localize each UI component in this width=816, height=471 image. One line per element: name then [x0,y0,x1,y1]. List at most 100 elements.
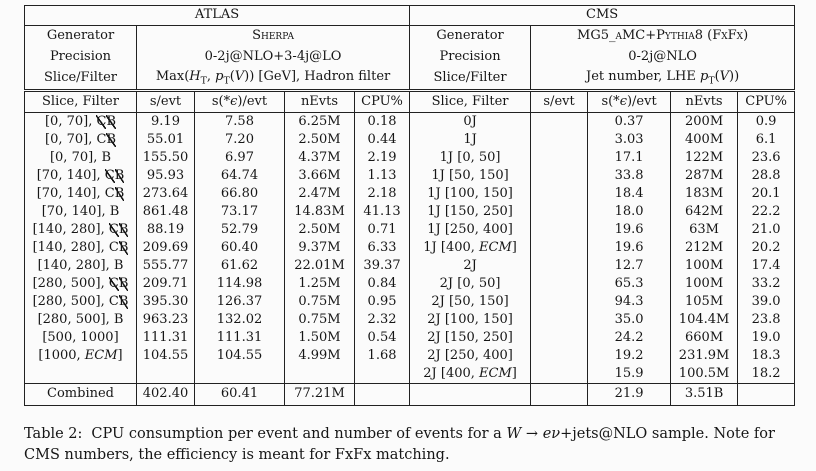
cell-atlas-slice: [0, 70], CB [44,113,116,130]
cell-atlas-s-eps-evt: 114.98 [194,275,285,293]
combined-atlas-cpu [353,383,410,406]
cell-atlas-s-eps-evt: 126.37 [194,293,285,311]
cell-cms-s-evt [530,203,588,221]
cms-col-slice-filter: Slice, Filter [409,90,531,113]
cell-cms-cpu: 21.0 [737,221,795,239]
cell-cms-s-evt [530,131,588,149]
cell-cms-nevts: 212M [670,239,738,257]
cell-atlas-cpu: 2.18 [353,185,410,203]
cell-atlas-s-evt [136,365,195,384]
cell-cms-s-evt [530,293,588,311]
cell-atlas-s-eps-evt: 111.31 [194,329,285,347]
cell-atlas-cpu: 0.84 [353,275,410,293]
caption-label: Table 2: [24,426,83,442]
cms-col-s-eps-evt: s(*ϵ)/evt [587,90,671,113]
atlas-col-slice-filter: Slice, Filter [24,90,137,113]
cell-atlas-s-evt: 88.19 [136,221,195,239]
cell-atlas-cpu [353,365,410,384]
atlas-precision-value: 0-2j@NLO+3-4j@LO [135,47,410,68]
cell-cms-nevts: 183M [670,185,738,203]
cell-atlas-cpu: 39.37 [353,257,410,275]
table-row: [140, 280], B 555.77 61.62 22.01M 39.37 … [25,257,795,275]
cell-cms-cpu: 6.1 [737,131,795,149]
table-row: [0, 70], B 155.50 6.97 4.37M 2.19 1J [0,… [25,149,795,167]
cell-cms-nevts: 231.9M [670,347,738,365]
cell-atlas-s-eps-evt [194,365,285,384]
cell-cms-cpu: 18.2 [737,365,795,384]
cell-atlas-cpu: 1.68 [353,347,410,365]
cell-cms-s-eps-evt: 65.3 [587,275,671,293]
cell-cms-s-evt [530,239,588,257]
cell-atlas-nevts: 1.25M [284,275,355,293]
cell-atlas-slice: [140, 280], B [37,257,124,273]
cell-cms-cpu: 19.0 [737,329,795,347]
cell-atlas-nevts: 0.75M [284,311,355,329]
cell-atlas-nevts: 3.66M [284,167,355,185]
cell-cms-cpu: 20.2 [737,239,795,257]
cell-atlas-s-evt: 209.71 [136,275,195,293]
cell-cms-nevts: 400M [670,131,738,149]
table-row: [70, 140], CB 273.64 66.80 2.47M 2.18 1J… [25,185,795,203]
generator-row: Generator Sherpa Generator MG5_aMC+Pythi… [25,25,795,47]
cell-atlas-cpu: 6.33 [353,239,410,257]
cell-cms-nevts: 287M [670,167,738,185]
cell-cms-cpu: 23.6 [737,149,795,167]
caption-text: CPU consumption per event and number of … [24,426,775,463]
cell-atlas-nevts: 2.50M [284,221,355,239]
cell-atlas-cpu: 0.44 [353,131,410,149]
cell-cms-nevts: 642M [670,203,738,221]
cell-cms-s-eps-evt: 19.6 [587,221,671,239]
combined-cms-s-evt [530,383,588,406]
cell-atlas-cpu: 0.18 [353,112,410,131]
cell-cms-s-evt [530,112,588,131]
cell-atlas-s-evt: 963.23 [136,311,195,329]
cell-atlas-slice: [70, 140], CB [36,167,125,184]
cell-atlas-s-evt: 209.69 [136,239,195,257]
cell-cms-cpu: 39.0 [737,293,795,311]
cell-cms-s-evt [530,257,588,275]
cell-atlas-s-eps-evt: 132.02 [194,311,285,329]
cms-col-cpu: CPU% [737,90,795,113]
cell-atlas-s-evt: 273.64 [136,185,195,203]
cell-atlas-cpu: 1.13 [353,167,410,185]
cell-atlas-s-eps-evt: 7.58 [194,112,285,131]
cell-cms-slice: 1J [150, 250] [409,203,531,221]
column-header-row: Slice, Filter s/evt s(*ϵ)/evt nEvts CPU%… [24,90,795,113]
atlas-slice-filter-label: Slice/Filter [24,68,137,92]
cell-atlas-cpu: 0.95 [353,293,410,311]
cell-atlas-nevts: 4.99M [284,347,355,365]
cell-cms-cpu: 22.2 [737,203,795,221]
cell-cms-s-evt [530,311,588,329]
cell-atlas-nevts: 2.50M [284,131,355,149]
cell-atlas-slice: [280, 500], CB [32,275,129,292]
cell-cms-slice: 2J [150, 250] [409,329,531,347]
cell-cms-slice: 2J [409,257,531,275]
cell-atlas-slice: [140, 280], CB [32,239,129,256]
cell-atlas-cpu: 0.54 [353,329,410,347]
atlas-slice-filter-value: Max(HT, pT(V)) [GeV], Hadron filter [135,68,410,92]
cms-col-nevts: nEvts [670,90,738,113]
cell-cms-s-evt [530,185,588,203]
cms-precision-value: 0-2j@NLO [530,47,795,68]
cell-cms-nevts: 122M [670,149,738,167]
cell-cms-s-evt [530,365,588,384]
cell-cms-s-evt [530,221,588,239]
cell-atlas-nevts: 4.37M [284,149,355,167]
cell-atlas-s-evt: 155.50 [136,149,195,167]
table-caption: Table 2: CPU consumption per event and nu… [24,424,796,466]
cell-cms-s-evt [530,149,588,167]
cell-atlas-nevts [284,365,355,384]
cell-atlas-nevts: 9.37M [284,239,355,257]
cell-atlas-cpu: 2.19 [353,149,410,167]
cms-precision-label: Precision [409,47,531,68]
combined-cms-label [409,383,531,406]
table-row: [1000, ECM] 104.55 104.55 4.99M 1.68 2J … [25,347,795,365]
cell-atlas-cpu: 41.13 [353,203,410,221]
cell-cms-nevts: 104.4M [670,311,738,329]
cell-cms-cpu: 17.4 [737,257,795,275]
cell-atlas-s-eps-evt: 60.40 [194,239,285,257]
cell-cms-nevts: 200M [670,112,738,131]
cell-cms-nevts: 100M [670,257,738,275]
cell-cms-s-evt [530,167,588,185]
